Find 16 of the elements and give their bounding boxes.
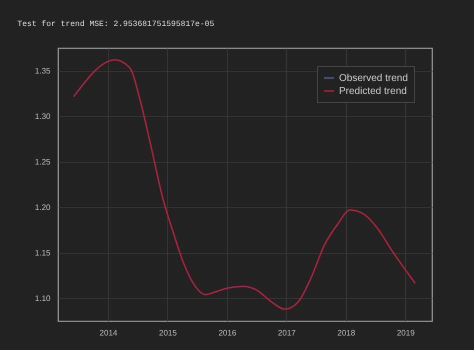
y-tick-label: 1.30 [34,112,52,121]
chart-title: Test for trend MSE: 2.953681751595817e-05 [17,20,214,29]
x-tick-label: 2017 [278,328,296,338]
y-tick-label: 1.35 [34,66,52,76]
legend-label: Predicted trend [339,86,407,97]
x-tick-label: 2015 [159,328,178,338]
y-tick-label: 1.25 [34,157,52,166]
x-tick-label: 2019 [396,328,416,338]
y-tick-label: 1.10 [34,294,52,303]
x-tick-label: 2016 [218,328,237,338]
y-tick-label: 1.15 [34,248,52,258]
x-tick-label: 2014 [100,328,118,338]
y-tick-label: 1.20 [34,202,52,212]
legend-label: Observed trend [339,73,408,84]
x-tick-label: 2018 [337,328,356,338]
line-series [73,59,416,310]
